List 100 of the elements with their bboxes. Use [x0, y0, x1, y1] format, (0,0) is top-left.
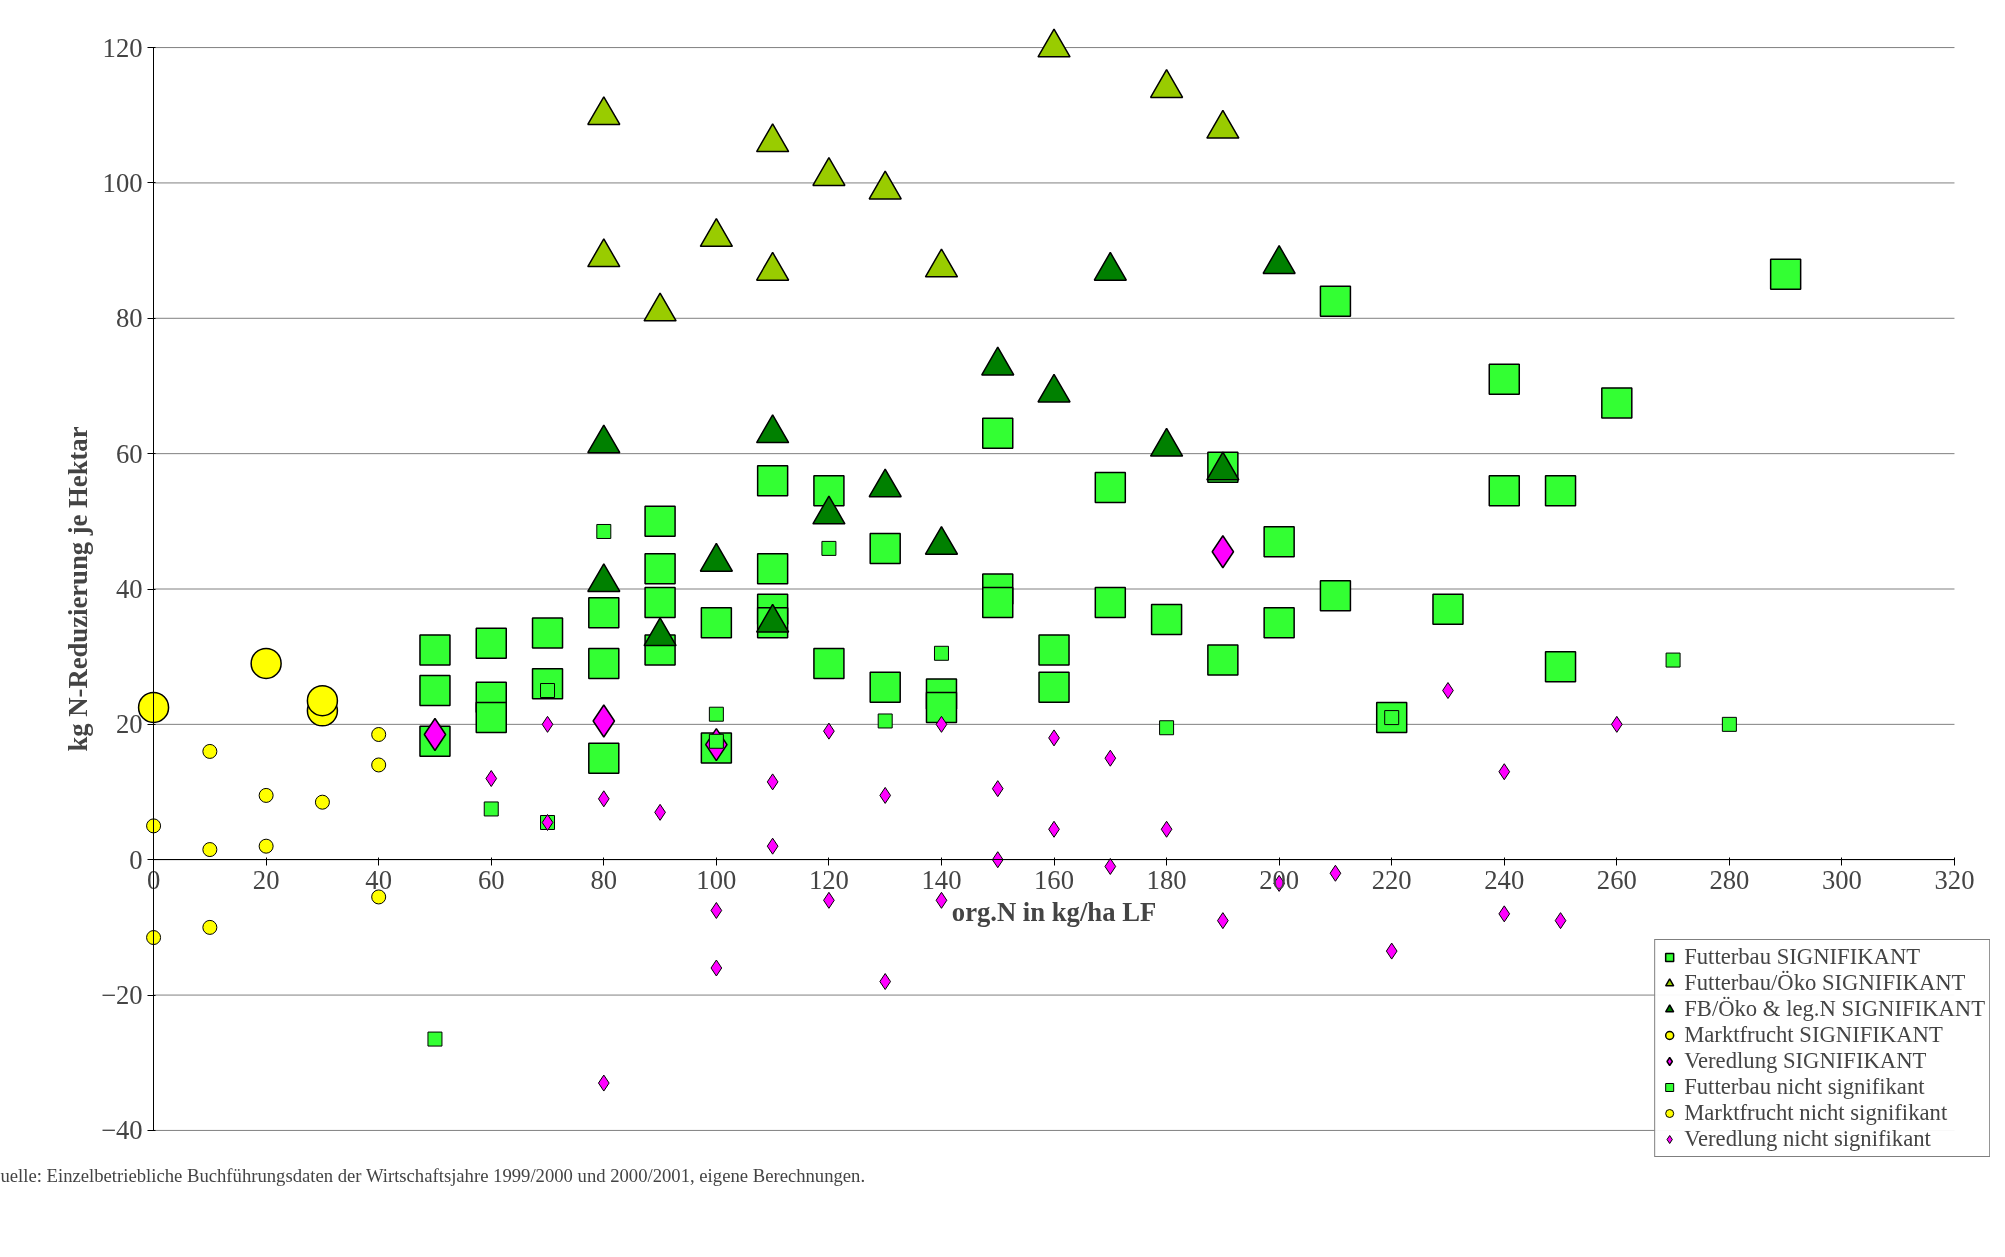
point [1432, 593, 1464, 626]
x-tick-label: 240 [1484, 864, 1525, 895]
x-tick-label: 220 [1371, 864, 1412, 895]
point [588, 596, 620, 629]
point [821, 540, 837, 556]
point [1329, 864, 1342, 882]
point [371, 889, 387, 905]
point [258, 787, 274, 803]
point [935, 891, 948, 909]
x-tick-label: 100 [696, 864, 737, 895]
y-tick-label: 100 [102, 167, 143, 198]
point [935, 715, 948, 733]
point [258, 838, 274, 854]
point [427, 1031, 443, 1047]
legend-label: FB/Öko & leg.N SIGNIFIKANT [1684, 996, 1985, 1022]
point [475, 627, 507, 659]
point [644, 552, 676, 585]
point [1610, 715, 1623, 733]
point [483, 801, 499, 817]
point [869, 671, 901, 703]
point [710, 959, 723, 977]
point [1665, 652, 1681, 668]
legend-label: Marktfrucht SIGNIFIKANT [1684, 1022, 1943, 1048]
x-tick-label: 120 [808, 864, 849, 895]
point [1385, 942, 1398, 960]
y-tick-label: 80 [115, 303, 143, 334]
point [1038, 671, 1070, 703]
point [1263, 525, 1295, 558]
point [314, 794, 330, 810]
point [879, 973, 892, 991]
point [700, 607, 733, 639]
y-axis-title: kg N-Reduzierung je Hektar [62, 426, 93, 752]
point [991, 780, 1004, 798]
x-tick-label: 40 [365, 864, 393, 895]
x-tick-label: 280 [1709, 864, 1750, 895]
point [1498, 763, 1511, 781]
point [925, 691, 958, 724]
point [596, 523, 612, 539]
legend-label: Veredlung SIGNIFIKANT [1684, 1048, 1927, 1074]
point [1160, 820, 1173, 838]
point [1150, 603, 1183, 636]
y-tick-label: 120 [102, 32, 143, 63]
point [597, 790, 610, 808]
point [1104, 857, 1117, 875]
point [1721, 716, 1737, 732]
point [1488, 475, 1521, 507]
point [1211, 535, 1235, 569]
x-tick-label: 300 [1821, 864, 1862, 895]
point [1094, 471, 1127, 504]
x-tick-label: 20 [252, 864, 280, 895]
point [306, 684, 339, 717]
point [1601, 387, 1633, 419]
point [588, 742, 620, 774]
legend-label: Futterbau/Öko SIGNIFIKANT [1684, 970, 1966, 996]
x-tick-label: 60 [477, 864, 505, 895]
legend-label: Veredlung nicht signifikant [1684, 1126, 1931, 1152]
point [202, 919, 218, 935]
point [1498, 905, 1511, 923]
y-tick-label: 0 [129, 844, 143, 875]
x-tick-label: 180 [1146, 864, 1187, 895]
point [202, 842, 218, 858]
point [485, 770, 498, 787]
point [1544, 475, 1577, 507]
point [1319, 285, 1352, 318]
point [588, 647, 620, 680]
point [146, 818, 162, 834]
x-tick-label: 160 [1034, 864, 1075, 895]
point [933, 645, 949, 661]
point [756, 464, 789, 497]
point [766, 773, 779, 791]
point [202, 743, 218, 759]
point [250, 647, 282, 680]
point [813, 475, 845, 507]
point [419, 634, 451, 666]
point [1488, 363, 1521, 395]
point [879, 786, 892, 804]
x-tick-label: 80 [590, 864, 618, 895]
x-tick-label: 320 [1934, 864, 1975, 895]
point [756, 552, 789, 585]
y-tick-label: 20 [115, 709, 143, 740]
point [1263, 607, 1295, 639]
point [644, 505, 676, 538]
point [371, 757, 387, 773]
point [1038, 634, 1070, 666]
x-axis-title: org.N in kg/ha LF [951, 896, 1157, 927]
legend-label: Marktfrucht nicht signifikant [1684, 1100, 1948, 1126]
point [710, 901, 723, 919]
point [813, 647, 845, 680]
point [1554, 912, 1567, 930]
point [371, 727, 387, 742]
point [592, 704, 616, 738]
x-tick-label: 260 [1596, 864, 1637, 895]
point [982, 417, 1014, 450]
point [644, 586, 676, 619]
y-tick-label: −20 [100, 980, 143, 1011]
point [1769, 258, 1802, 291]
point [1094, 586, 1127, 619]
y-tick-label: 60 [115, 438, 143, 469]
legend-label: Futterbau SIGNIFIKANT [1684, 944, 1921, 970]
point [419, 674, 451, 707]
